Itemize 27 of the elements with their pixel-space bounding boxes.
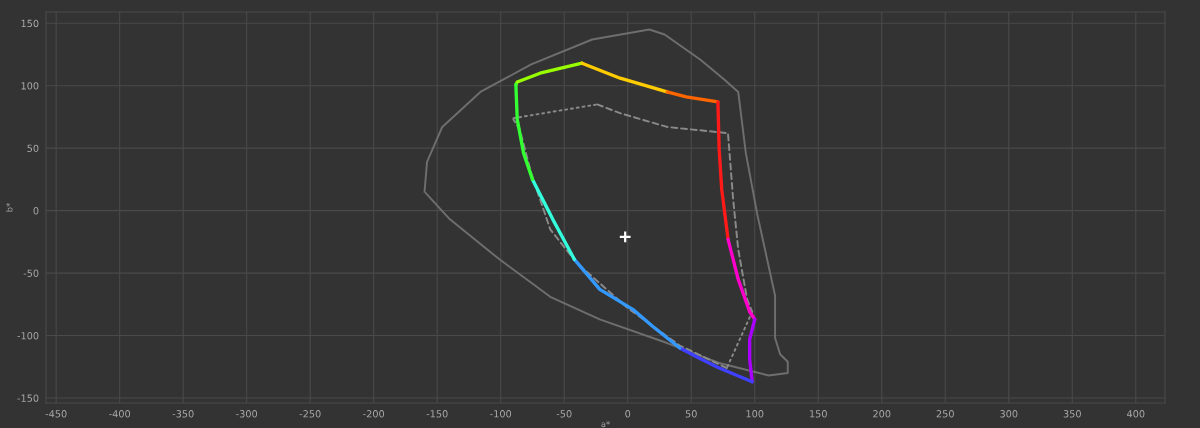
x-tick-label: 300 <box>1000 410 1018 418</box>
y-tick-label: -50 <box>23 269 39 277</box>
x-tick-label: -350 <box>172 410 194 418</box>
x-tick-label: 400 <box>1126 410 1145 418</box>
x-tick-label: 350 <box>1063 410 1081 418</box>
y-tick-label: 100 <box>21 82 39 90</box>
x-tick-label: 250 <box>936 410 954 418</box>
y-tick-label: -100 <box>17 332 39 340</box>
y-tick-label: 50 <box>27 144 39 152</box>
x-tick-label: -450 <box>45 410 67 418</box>
y-tick-label: 0 <box>33 207 39 215</box>
x-tick-label: -250 <box>299 410 321 418</box>
x-tick-label: -200 <box>363 410 385 418</box>
x-tick-label: -100 <box>490 410 512 418</box>
x-tick-label: -50 <box>556 410 572 418</box>
x-tick-label: -300 <box>236 410 258 418</box>
x-tick-label: 200 <box>873 410 891 418</box>
x-axis-title: a* <box>601 420 610 428</box>
y-tick-label: -150 <box>17 394 39 402</box>
y-axis-title: b* <box>6 203 13 212</box>
x-tick-label: 150 <box>810 410 827 418</box>
x-tick-label: -400 <box>109 410 131 418</box>
x-tick-label: 100 <box>746 410 764 418</box>
x-tick-label: 50 <box>685 410 697 418</box>
x-tick-label: 0 <box>625 410 631 418</box>
x-tick-label: -150 <box>426 410 448 418</box>
y-tick-label: 150 <box>21 19 39 28</box>
